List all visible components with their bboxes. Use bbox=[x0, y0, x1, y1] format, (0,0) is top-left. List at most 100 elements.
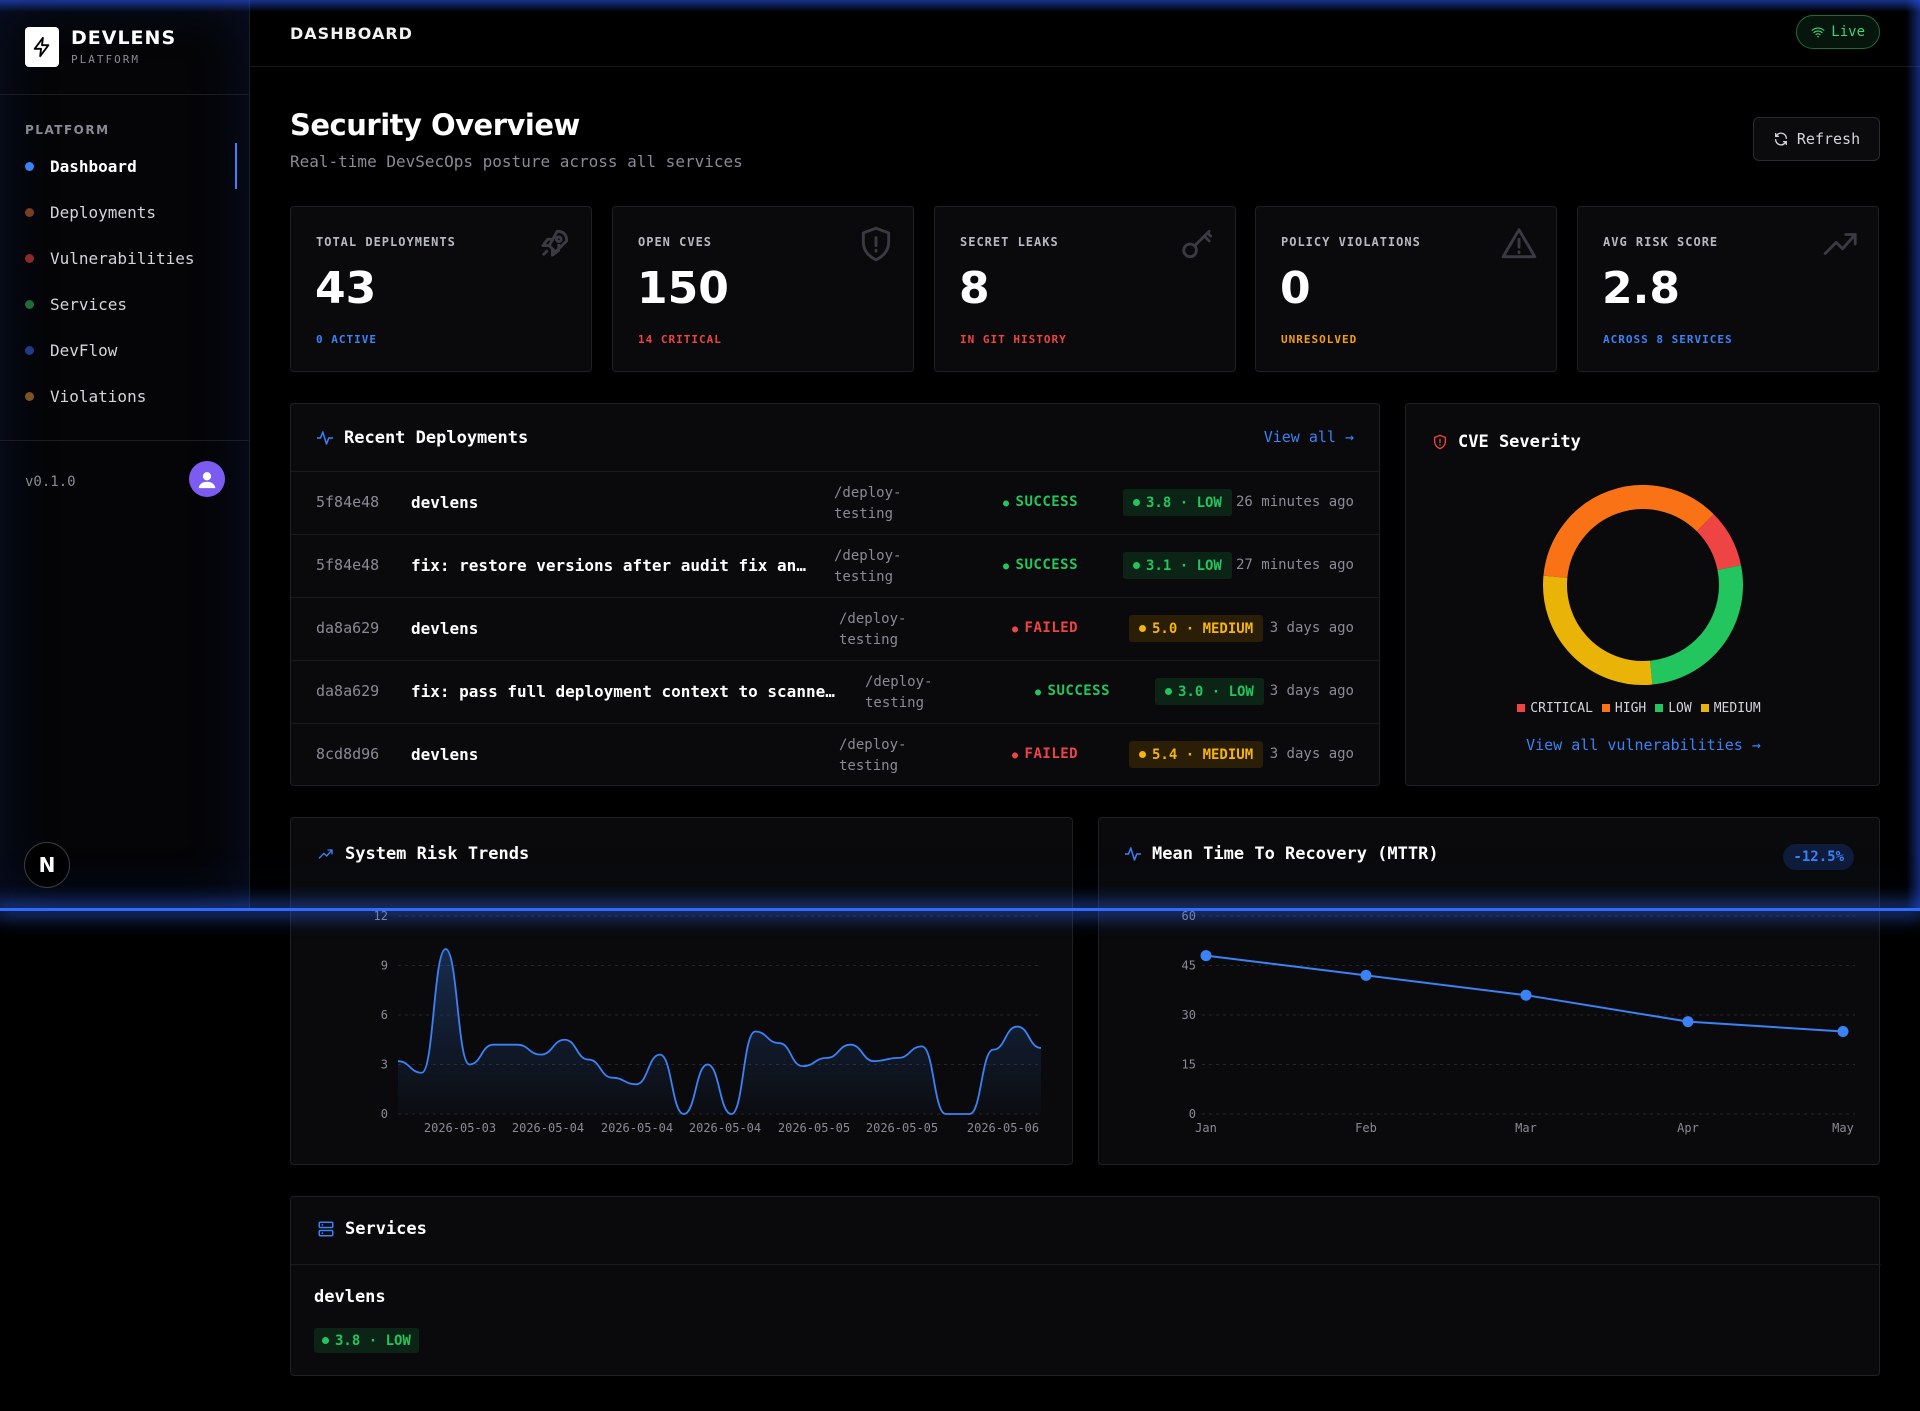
x-tick-label: 2026-05-04 bbox=[601, 1121, 673, 1135]
sidebar-item-label: DevFlow bbox=[50, 340, 118, 360]
commit-message: fix: pass full deployment context to sca… bbox=[411, 682, 841, 701]
risk-trends-chart: 0 3 6 9 12 2026-05-03 2026-05-04 2026-05-04 2026… bbox=[374, 909, 1042, 1135]
x-tick-label: 2026-05-03 bbox=[424, 1121, 496, 1135]
x-tick-label: 2026-05-05 bbox=[778, 1121, 850, 1135]
sidebar-item-dashboard[interactable]: Dashboard bbox=[0, 143, 249, 189]
warning-icon bbox=[1501, 228, 1537, 259]
y-tick-label: 60 bbox=[1182, 909, 1196, 923]
legend-label: CRITICAL bbox=[1530, 700, 1593, 716]
sidebar-item-label: Dashboard bbox=[50, 156, 137, 176]
rocket-icon bbox=[541, 229, 569, 257]
donut-slice-low[interactable] bbox=[1649, 565, 1743, 685]
mttr-chart: 0 15 30 45 60 Jan Feb Mar Apr May bbox=[1182, 909, 1855, 1135]
status-badge: ● FAILED bbox=[1012, 746, 1078, 762]
sidebar-divider bbox=[0, 440, 250, 441]
services-divider bbox=[291, 1264, 1881, 1265]
table-row[interactable]: 5f84e48 fix: restore versions after audit… bbox=[291, 534, 1379, 597]
user-icon bbox=[198, 472, 216, 489]
x-tick-label: Apr bbox=[1677, 1121, 1699, 1135]
risk-pill: 5.0 · MEDIUM bbox=[1129, 615, 1264, 642]
next-badge[interactable]: N bbox=[24, 842, 70, 888]
stat-card-secret-leaks[interactable]: SECRET LEAKS 8 IN GIT HISTORY bbox=[934, 206, 1236, 372]
stat-card-policy-violations[interactable]: POLICY VIOLATIONS 0 UNRESOLVED bbox=[1255, 206, 1557, 372]
risk-pill: 3.8 · LOW bbox=[1123, 489, 1232, 516]
sidebar-item-label: Deployments bbox=[50, 202, 156, 222]
deploy-time: 3 days ago bbox=[1269, 746, 1354, 762]
legend-item-high: HIGH bbox=[1601, 701, 1646, 716]
nav-dot-icon bbox=[25, 207, 34, 217]
donut-slice-high[interactable] bbox=[1543, 485, 1714, 579]
sidebar-item-services[interactable]: Services bbox=[0, 281, 249, 327]
service-name: devlens bbox=[314, 1287, 386, 1307]
commit-hash: 8cd8d96 bbox=[316, 745, 380, 763]
service-card[interactable]: devlens 3.8 · LOW bbox=[314, 1287, 419, 1353]
deploy-path: /deploy-testing bbox=[839, 737, 907, 774]
status-label: FAILED bbox=[1024, 620, 1079, 636]
sidebar-item-devflow[interactable]: DevFlow bbox=[0, 327, 249, 373]
legend-swatch bbox=[1601, 704, 1610, 712]
services-title: Services bbox=[345, 1219, 427, 1239]
avatar[interactable] bbox=[189, 461, 225, 497]
cve-severity-title: CVE Severity bbox=[1458, 432, 1581, 452]
risk-trends-panel: System Risk Trends 0 3 6 9 12 2026-05-03 2026-… bbox=[290, 817, 1073, 1165]
view-all-vulnerabilities-link[interactable]: View all vulnerabilities → bbox=[1526, 736, 1761, 754]
risk-series-line bbox=[397, 948, 1042, 1115]
risk-dot-icon bbox=[1139, 751, 1146, 758]
sidebar-item-violations[interactable]: Violations bbox=[0, 373, 249, 419]
y-tick-label: 12 bbox=[374, 909, 388, 923]
nav-dot-icon bbox=[25, 345, 34, 355]
stat-card-avg-risk-score[interactable]: AVG RISK SCORE 2.8 ACROSS 8 SERVICES bbox=[1577, 206, 1879, 372]
legend-swatch bbox=[1700, 704, 1709, 712]
stat-label: OPEN CVES bbox=[638, 235, 713, 249]
table-row[interactable]: da8a629 fix: pass full deployment context… bbox=[291, 660, 1379, 723]
table-row[interactable]: 8cd8d96 devlens/deploy-testing ● FAILED 5.4 … bbox=[291, 723, 1379, 786]
table-row[interactable]: 5f84e48 devlens/deploy-testing ● SUCCESS 3.8… bbox=[291, 471, 1379, 534]
wifi-icon bbox=[1811, 27, 1825, 38]
risk-dot-icon bbox=[1139, 625, 1146, 632]
status-badge: ● SUCCESS bbox=[1035, 683, 1110, 699]
mttr-data-point[interactable] bbox=[1520, 989, 1532, 1001]
x-tick-label: Feb bbox=[1355, 1121, 1377, 1135]
donut-slice-medium[interactable] bbox=[1543, 575, 1653, 685]
table-row[interactable]: da8a629 devlens/deploy-testing ● FAILED 5.0 … bbox=[291, 597, 1379, 660]
stat-foot: IN GIT HISTORY bbox=[960, 333, 1067, 346]
refresh-button[interactable]: Refresh bbox=[1753, 117, 1880, 161]
shield-alert-icon bbox=[861, 226, 891, 262]
mttr-data-point[interactable] bbox=[1200, 950, 1212, 962]
key-icon bbox=[1182, 229, 1213, 259]
view-all-deployments-link[interactable]: View all → bbox=[1263, 428, 1354, 446]
status-dot-icon: ● bbox=[1003, 498, 1010, 509]
mttr-data-point[interactable] bbox=[1682, 1016, 1694, 1028]
risk-dot-icon bbox=[322, 1337, 329, 1344]
stat-card-open-cves[interactable]: OPEN CVES 150 14 CRITICAL bbox=[612, 206, 914, 372]
brand-name: DEVLENS bbox=[71, 26, 177, 49]
mttr-data-point[interactable] bbox=[1837, 1026, 1849, 1037]
status-label: FAILED bbox=[1024, 746, 1079, 762]
brand[interactable]: DEVLENS PLATFORM bbox=[0, 0, 249, 95]
risk-pill: 5.4 · MEDIUM bbox=[1129, 741, 1264, 768]
brand-sub: PLATFORM bbox=[71, 52, 140, 66]
sidebar-item-vulnerabilities[interactable]: Vulnerabilities bbox=[0, 235, 249, 281]
x-tick-label: Jan bbox=[1195, 1121, 1217, 1135]
refresh-icon bbox=[1774, 132, 1787, 146]
mttr-delta-badge: -12.5% bbox=[1783, 844, 1854, 870]
mttr-data-point[interactable] bbox=[1360, 969, 1372, 981]
stat-card-total-deployments[interactable]: TOTAL DEPLOYMENTS 43 0 ACTIVE bbox=[290, 206, 592, 372]
activity-icon bbox=[316, 431, 334, 445]
cve-legend: CRITICAL HIGH LOW MEDIUM bbox=[1406, 697, 1881, 716]
recent-deployments-title: Recent Deployments bbox=[344, 428, 529, 448]
deploy-path: /deploy-testing bbox=[834, 548, 902, 585]
live-label: Live bbox=[1831, 24, 1865, 40]
refresh-label: Refresh bbox=[1796, 130, 1861, 148]
y-tick-label: 30 bbox=[1182, 1008, 1196, 1022]
server-icon bbox=[318, 1221, 334, 1237]
risk-pill: 3.1 · LOW bbox=[1123, 552, 1232, 579]
donut-slice-critical[interactable] bbox=[1696, 514, 1742, 571]
shield-icon bbox=[1434, 434, 1446, 450]
bolt-logo-icon bbox=[25, 27, 59, 67]
sidebar-item-deployments[interactable]: Deployments bbox=[0, 189, 249, 235]
commit-message: devlens bbox=[411, 619, 479, 638]
x-tick-label: 2026-05-04 bbox=[689, 1121, 761, 1135]
risk-dot-icon bbox=[1165, 688, 1172, 695]
live-indicator[interactable]: Live bbox=[1796, 15, 1880, 49]
